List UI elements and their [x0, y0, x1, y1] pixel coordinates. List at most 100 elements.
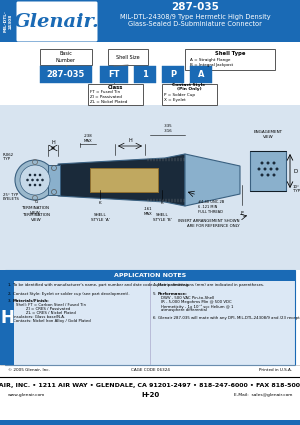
Circle shape — [263, 167, 266, 170]
Bar — [5, 270, 295, 365]
Bar — [190, 66, 212, 83]
Circle shape — [257, 167, 260, 170]
Text: INSERT ARRANGEMENT SHOWN
ARE FOR REFERENCE ONLY: INSERT ARRANGEMENT SHOWN ARE FOR REFEREN… — [178, 219, 240, 228]
Text: To be identified with manufacturer's name, part number and date code, space perm: To be identified with manufacturer's nam… — [13, 283, 189, 287]
Text: Metric dimensions (mm) are indicated in parentheses.: Metric dimensions (mm) are indicated in … — [158, 283, 264, 287]
Text: ZI = CRES / Passivated: ZI = CRES / Passivated — [16, 307, 70, 311]
Text: Printed in U.S.A.: Printed in U.S.A. — [259, 368, 292, 372]
Text: GLENAIR, INC. • 1211 AIR WAY • GLENDALE, CA 91201-2497 • 818-247-6000 • FAX 818-: GLENAIR, INC. • 1211 AIR WAY • GLENDALE,… — [0, 382, 300, 388]
Text: APPLICATION NOTES: APPLICATION NOTES — [114, 273, 186, 278]
Bar — [88, 84, 143, 105]
Text: Insulators: Glass base/N.A.: Insulators: Glass base/N.A. — [13, 315, 65, 319]
Text: MIL-DTL-24308/9 Type Hermetic High Density: MIL-DTL-24308/9 Type Hermetic High Densi… — [120, 14, 270, 20]
Bar — [185, 49, 275, 70]
Polygon shape — [185, 154, 240, 206]
Bar — [108, 49, 148, 65]
Bar — [162, 66, 184, 83]
Circle shape — [41, 178, 44, 181]
Bar — [40, 66, 92, 83]
Text: P: P — [170, 70, 176, 79]
Text: 4.: 4. — [153, 283, 157, 287]
Text: 25° TYP
EYELETS: 25° TYP EYELETS — [3, 193, 20, 201]
Text: atmosphere differential: atmosphere differential — [161, 308, 207, 312]
Text: X = Eyelet: X = Eyelet — [164, 98, 186, 102]
Text: Glass-Sealed D-Subminiature Connector: Glass-Sealed D-Subminiature Connector — [128, 21, 262, 27]
Text: 3.: 3. — [8, 299, 12, 303]
Circle shape — [266, 162, 269, 164]
Text: TERMINATION
VIEW: TERMINATION VIEW — [21, 206, 49, 215]
Circle shape — [36, 178, 39, 181]
Text: 10°
TYP: 10° TYP — [293, 185, 300, 193]
Text: ZL = Nickel Plated: ZL = Nickel Plated — [90, 100, 128, 104]
Text: SHELL
STYLE 'A': SHELL STYLE 'A' — [91, 213, 110, 222]
Text: Shell: FT = Carbon Steel / Fused Tin: Shell: FT = Carbon Steel / Fused Tin — [16, 303, 86, 307]
Bar — [0, 270, 14, 365]
Circle shape — [26, 178, 29, 181]
Text: H-20: H-20 — [141, 392, 159, 398]
Bar — [5, 270, 295, 281]
Circle shape — [15, 160, 55, 200]
Bar — [0, 0, 16, 42]
FancyBboxPatch shape — [16, 2, 98, 42]
Text: H: H — [128, 138, 132, 143]
Text: Glenair.: Glenair. — [14, 13, 100, 31]
Text: 287-035: 287-035 — [171, 2, 219, 12]
Text: K: K — [99, 201, 101, 205]
Circle shape — [29, 174, 31, 176]
Circle shape — [275, 167, 278, 170]
Text: SHELL
STYLE 'B': SHELL STYLE 'B' — [153, 213, 171, 222]
Bar — [134, 66, 156, 83]
Text: K: K — [161, 201, 163, 205]
Circle shape — [272, 162, 275, 164]
Text: H: H — [51, 140, 55, 145]
Text: Materials/Finish:: Materials/Finish: — [13, 299, 50, 303]
Bar — [250, 151, 286, 191]
Text: .335
.316: .335 .316 — [164, 125, 172, 133]
Text: G: G — [34, 200, 38, 204]
Text: D: D — [293, 168, 297, 173]
Text: Contacts: Nickel Iron Alloy / Gold Plated: Contacts: Nickel Iron Alloy / Gold Plate… — [13, 319, 91, 323]
Text: IR - 5,000 Megohms Min @ 500 VDC: IR - 5,000 Megohms Min @ 500 VDC — [161, 300, 232, 304]
Circle shape — [34, 184, 36, 186]
Circle shape — [34, 174, 36, 176]
Text: 1.: 1. — [8, 283, 12, 287]
Circle shape — [260, 173, 263, 176]
Text: P = Solder Cup: P = Solder Cup — [164, 93, 195, 97]
Text: 287-035: 287-035 — [47, 70, 85, 79]
Bar — [162, 84, 217, 105]
Text: E-Mail:  sales@glenair.com: E-Mail: sales@glenair.com — [234, 393, 292, 397]
Text: E: E — [240, 211, 244, 216]
Bar — [90, 168, 158, 192]
Text: .238
MAX: .238 MAX — [84, 134, 92, 143]
Circle shape — [29, 184, 31, 186]
Text: DWV - 500 VAC Pin-to-Shell: DWV - 500 VAC Pin-to-Shell — [161, 296, 214, 300]
Circle shape — [260, 162, 263, 164]
Text: © 2005 Glenair, Inc.: © 2005 Glenair, Inc. — [8, 368, 50, 372]
Text: 5.: 5. — [153, 292, 157, 296]
Circle shape — [31, 178, 34, 181]
Text: H: H — [0, 309, 14, 327]
Circle shape — [269, 167, 272, 170]
Text: FT = Fused Tin: FT = Fused Tin — [90, 90, 120, 94]
Text: Class: Class — [107, 85, 123, 90]
Circle shape — [266, 173, 269, 176]
Text: FT: FT — [108, 70, 120, 79]
Text: A: A — [198, 70, 204, 79]
Bar — [0, 0, 300, 42]
Text: Shell Size: Shell Size — [116, 54, 140, 60]
Text: B = Integral Jackpost: B = Integral Jackpost — [190, 63, 233, 67]
Text: #4-40 UNC-2B
6 .121 MIN
FULL THREAD: #4-40 UNC-2B 6 .121 MIN FULL THREAD — [198, 200, 224, 214]
Text: A = Straight Flange: A = Straight Flange — [190, 58, 230, 62]
Text: ENGAGEMENT
VIEW: ENGAGEMENT VIEW — [254, 130, 283, 139]
Bar — [100, 66, 128, 83]
Bar — [40, 49, 92, 65]
Text: CAGE CODE 06324: CAGE CODE 06324 — [130, 368, 170, 372]
Text: 6.: 6. — [153, 316, 157, 320]
Polygon shape — [58, 154, 185, 206]
Bar — [0, 420, 300, 425]
Circle shape — [39, 184, 41, 186]
Text: 2.: 2. — [8, 292, 12, 296]
Text: 1: 1 — [142, 70, 148, 79]
Bar — [48, 165, 60, 195]
Circle shape — [20, 165, 50, 195]
